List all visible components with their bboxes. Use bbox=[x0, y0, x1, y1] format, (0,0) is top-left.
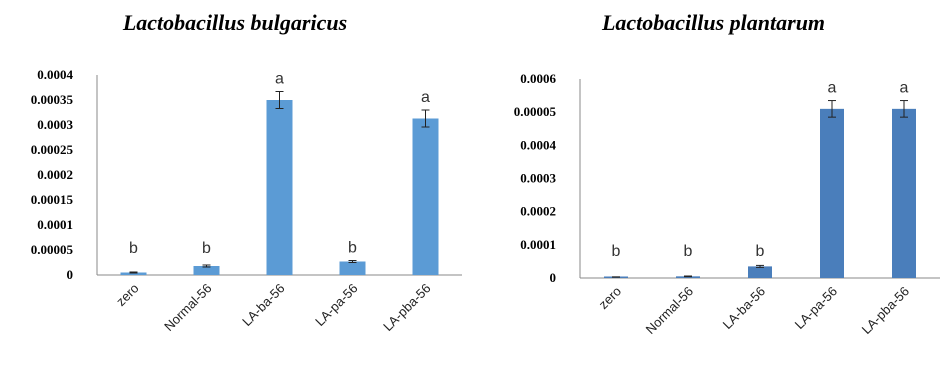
bar-LA-pa-56 bbox=[339, 261, 366, 275]
y-tick-label: 0.00025 bbox=[31, 142, 74, 157]
error-bar bbox=[756, 264, 764, 268]
bar-LA-pba-56 bbox=[892, 108, 916, 278]
x-tick-label: LA-ba-56 bbox=[239, 281, 287, 329]
y-tick-label: 0.00005 bbox=[31, 242, 74, 257]
y-tick-label: 0.0003 bbox=[520, 171, 556, 186]
x-tick-label: zero bbox=[596, 284, 624, 312]
bar-chart-plantarum: 0 0.0001 0.0002 0.0003 0.0004 0.00005 0.0006 b z… bbox=[514, 71, 940, 338]
significance-label: b bbox=[348, 240, 357, 257]
y-tick-label: 0.0004 bbox=[37, 67, 73, 82]
significance-label: b bbox=[756, 243, 765, 260]
bar-LA-ba-56 bbox=[748, 266, 772, 278]
y-tick-label: 0.0002 bbox=[520, 204, 556, 219]
error-bar bbox=[684, 275, 692, 278]
significance-label: b bbox=[202, 240, 211, 257]
error-bar bbox=[828, 100, 836, 118]
y-tick-label: 0 bbox=[550, 270, 557, 285]
y-tick-label: 0.00015 bbox=[31, 192, 74, 207]
y-tick-label: 0.0002 bbox=[37, 167, 73, 182]
error-bar bbox=[275, 91, 284, 109]
y-tick-label: 0.0004 bbox=[520, 137, 556, 152]
bar-zero bbox=[120, 272, 147, 275]
error-bar bbox=[202, 264, 211, 268]
bar-Normal-56 bbox=[193, 266, 220, 275]
y-tick-label: 0.0001 bbox=[37, 217, 73, 232]
chart-panel-plantarum: Lactobacillus plantarum 0 0.0001 0.0002 0.0… bbox=[480, 0, 947, 369]
chart-panel-bulgaricus: Lactobacillus bulgaricus 0 0.00005 0.0001 0… bbox=[0, 0, 470, 369]
bar-LA-pba-56 bbox=[412, 118, 439, 275]
y-tick-label: 0.0003 bbox=[37, 117, 73, 132]
y-tick-label: 0.00005 bbox=[514, 104, 557, 119]
significance-label: a bbox=[900, 80, 909, 97]
significance-label: a bbox=[421, 89, 430, 106]
y-tick-label: 0.0006 bbox=[520, 71, 556, 86]
significance-label: b bbox=[684, 243, 693, 260]
y-tick-label: 0 bbox=[67, 267, 74, 282]
x-tick-label: LA-pa-56 bbox=[792, 284, 840, 332]
x-tick-label: LA-pa-56 bbox=[312, 281, 360, 329]
x-tick-label: Normal-56 bbox=[161, 281, 215, 335]
x-tick-label: LA-ba-56 bbox=[720, 284, 768, 332]
significance-label: b bbox=[612, 243, 621, 260]
chart-title: Lactobacillus bulgaricus bbox=[122, 10, 348, 35]
y-tick-label: 0.00035 bbox=[31, 92, 74, 107]
error-bar bbox=[129, 271, 138, 274]
bar-LA-ba-56 bbox=[266, 100, 293, 275]
error-bar bbox=[348, 260, 357, 263]
y-tick-label: 0.0001 bbox=[520, 237, 556, 252]
error-bar bbox=[900, 100, 908, 118]
bar-LA-pa-56 bbox=[820, 108, 844, 278]
error-bar bbox=[421, 109, 430, 128]
significance-label: a bbox=[275, 71, 284, 88]
significance-label: a bbox=[828, 80, 837, 97]
x-tick-label: LA-pba-56 bbox=[380, 281, 434, 335]
x-tick-label: zero bbox=[113, 281, 141, 309]
chart-title: Lactobacillus plantarum bbox=[601, 10, 826, 35]
bar-chart-bulgaricus: 0 0.00005 0.0001 0.00015 0.0002 0.00025 0.0003… bbox=[31, 67, 462, 335]
x-tick-label: Normal-56 bbox=[643, 284, 697, 338]
significance-label: b bbox=[129, 240, 138, 257]
x-tick-label: LA-pba-56 bbox=[859, 284, 913, 338]
